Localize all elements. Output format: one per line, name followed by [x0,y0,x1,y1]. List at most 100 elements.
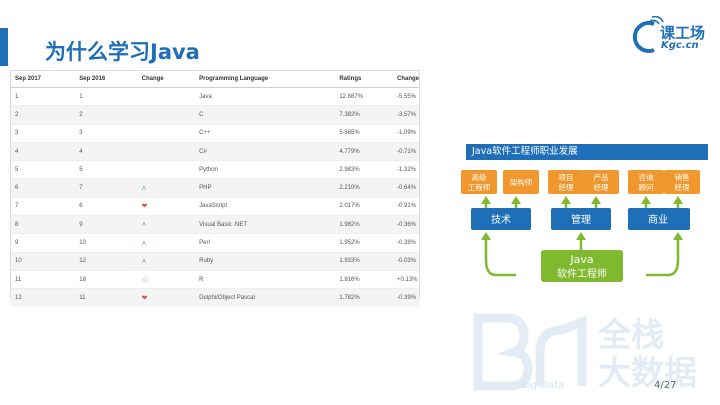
trend-cell [137,141,196,161]
table-row: 9 10 ˄ Perl 1.952% -0.38% [11,233,419,253]
trend-cell: ˄ [137,233,196,253]
bigdata-watermark-icon [473,313,587,391]
rank-now-cell: 10 [11,251,76,271]
language-cell: Ruby [195,251,336,271]
trend-cell: ˄ [137,251,196,271]
rank-prev-cell: 12 [75,251,138,271]
table-row: 6 7 ˄ PHP 2.210% -0.64% [11,178,419,198]
language-cell: C++ [195,123,336,143]
rating-cell: 7.382% [335,105,393,125]
trend-cell: ˄ [137,215,196,234]
career-role-label: 项目 [559,173,574,182]
watermark-line: 全栈 [598,315,664,354]
delta-cell: -0.38% [392,233,419,253]
language-cell: Delphi/Object Pascal [195,288,336,307]
language-cell: C# [195,141,336,161]
rating-cell: 12.687% [335,86,393,106]
table-row: 3 3 C++ 5.565% -1.09% [11,123,419,143]
rank-prev-cell: 11 [75,288,138,307]
delta-cell: -1.32% [392,160,419,179]
trend-up-icon: ˄ [141,220,147,230]
rank-now-cell: 1 [11,86,76,106]
table-row: 11 18 ☆ R 1.816% +0.13% [11,269,419,289]
watermark-text: 全栈 大数据 [598,316,697,392]
career-role-label: 经理 [594,182,609,192]
trend-cell [137,123,196,143]
career-role-label: 产品 [594,172,609,182]
delta-cell: -1.09% [392,123,419,143]
rating-cell: 1.952% [335,233,393,253]
delta-cell: -0.91% [392,196,419,216]
brand-logo-icon [632,16,664,53]
rating-cell: 2.983% [335,160,393,179]
career-role-label: 架构师 [510,177,533,187]
career-role-label: 经理 [559,182,574,192]
trend-cell [137,105,196,125]
delta-cell: -0.36% [392,215,419,234]
slide-title: 为什么学习Java [45,40,200,64]
career-track-label: 管理 [571,213,591,226]
language-cell: Java [195,86,336,106]
rating-cell: 1.933% [335,251,393,271]
rank-prev-cell: 3 [75,123,138,143]
language-cell: PHP [195,178,336,198]
career-track-label: 商业 [648,213,668,226]
career-role-box: 架构师 [503,170,539,194]
watermark-line: 大数据 [598,353,697,392]
title-accent-bar [0,28,8,66]
trend-cell: ❤ [137,196,196,216]
rank-now-cell: 12 [11,288,76,307]
career-track-box: 管理 [551,208,611,230]
rating-cell: 1.982% [335,215,393,234]
column-header: Ratings [335,71,393,88]
table-header-row: Sep 2017 Sep 2016 Change Programming Lan… [11,71,419,88]
column-header: Sep 2017 [11,71,76,88]
rank-prev-cell: 4 [75,141,138,161]
rank-prev-cell: 18 [75,269,138,289]
career-track-box: 技术 [471,208,531,230]
delta-cell: +0.13% [392,269,419,289]
rank-now-cell: 4 [11,141,76,161]
career-role-label: 咨询 [639,172,654,182]
career-track-box: 商业 [628,208,690,230]
page-number: 4/27 [654,380,677,391]
language-cell: Python [195,160,336,179]
table-row: 2 2 C 7.382% -3.57% [11,105,419,125]
rank-now-cell: 3 [11,123,76,143]
base-role-title: Java [569,253,593,266]
base-role-subtitle: 软件工程师 [557,267,607,280]
rating-cell: 1.816% [335,269,393,289]
rating-cell: 1.782% [335,288,393,307]
delta-cell: -0.03% [392,251,419,271]
tiobe-ranking-table: Sep 2017 Sep 2016 Change Programming Lan… [10,70,420,307]
rank-now-cell: 5 [11,160,76,179]
delta-cell: -5.55% [392,86,419,106]
rank-prev-cell: 1 [75,86,138,106]
delta-cell: -0.71% [392,141,419,161]
rating-cell: 2.017% [335,196,393,216]
trend-star-icon: ☆ [141,275,149,285]
language-cell: R [195,269,336,289]
brand-url: Kgc.cn [661,40,699,51]
trend-up-icon: ˄ [141,183,147,193]
rank-now-cell: 11 [11,269,76,289]
language-cell: Perl [195,233,336,253]
career-role-label: 销售 [675,172,690,182]
language-cell: JavaScript [195,196,336,216]
trend-up-icon: ˄ [141,256,147,266]
column-header: Change [137,71,196,88]
career-role-label: 高级 [472,172,487,182]
rank-prev-cell: 2 [75,105,138,125]
watermark-caption: Big Data [521,380,565,391]
trend-cell: ❤ [137,288,196,307]
table-row: 5 5 Python 2.983% -1.32% [11,160,419,179]
career-track-label: 技术 [491,213,511,226]
rank-now-cell: 2 [11,105,76,125]
brand-name: 课工场 [660,24,706,42]
career-path-header: Java软件工程师职业发展 [466,144,708,160]
